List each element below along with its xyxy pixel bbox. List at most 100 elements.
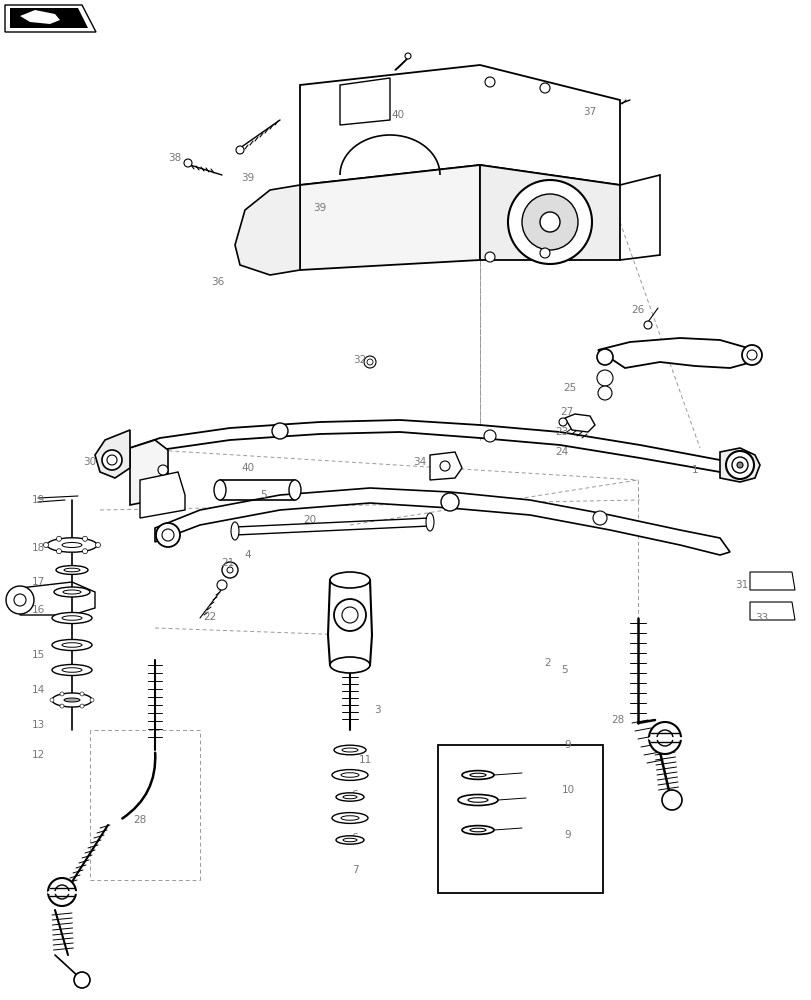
Circle shape [60,704,64,708]
Text: 15: 15 [32,650,45,660]
Ellipse shape [62,542,82,548]
Ellipse shape [64,698,80,702]
Circle shape [643,321,651,329]
Text: 16: 16 [32,605,45,615]
Ellipse shape [341,748,358,752]
Ellipse shape [52,693,92,707]
Text: 37: 37 [582,107,596,117]
Ellipse shape [230,522,238,540]
Polygon shape [430,452,461,480]
Ellipse shape [336,793,363,801]
Text: 7: 7 [351,865,358,875]
Ellipse shape [52,664,92,676]
Ellipse shape [341,816,358,820]
Ellipse shape [336,836,363,844]
Ellipse shape [461,771,493,779]
Circle shape [55,885,69,899]
Ellipse shape [289,480,301,500]
Circle shape [90,698,94,702]
Text: 32: 32 [353,355,367,365]
Circle shape [50,698,54,702]
Text: 13: 13 [32,720,45,730]
Circle shape [484,77,495,87]
Text: 23: 23 [555,427,568,437]
Text: 2: 2 [544,658,551,668]
Circle shape [725,451,753,479]
Circle shape [158,465,168,475]
Text: 38: 38 [168,153,182,163]
Text: 9: 9 [564,830,571,840]
Polygon shape [340,78,389,125]
Circle shape [440,461,449,471]
Circle shape [508,180,591,264]
Circle shape [661,790,681,810]
Ellipse shape [63,590,81,594]
Circle shape [14,594,26,606]
Circle shape [83,536,88,541]
Circle shape [539,83,549,93]
Ellipse shape [342,838,357,842]
Text: 34: 34 [413,457,426,467]
Ellipse shape [64,568,80,572]
Circle shape [6,586,34,614]
Polygon shape [299,65,620,185]
Polygon shape [139,472,185,518]
Ellipse shape [52,612,92,624]
Circle shape [597,386,611,400]
Text: 1: 1 [691,465,697,475]
Polygon shape [130,440,168,505]
Polygon shape [749,572,794,590]
Ellipse shape [467,798,487,802]
Text: 40: 40 [241,463,255,473]
Circle shape [74,972,90,988]
Polygon shape [328,580,371,665]
Text: 12: 12 [32,750,45,760]
Text: 5: 5 [260,490,267,500]
Ellipse shape [329,657,370,673]
Circle shape [341,607,358,623]
Text: 8: 8 [351,815,358,825]
Circle shape [596,370,612,386]
Ellipse shape [470,828,486,832]
Text: 40: 40 [391,110,404,120]
Circle shape [80,692,84,696]
Circle shape [221,562,238,578]
Ellipse shape [470,773,486,777]
Text: 4: 4 [244,550,251,560]
Circle shape [592,511,607,525]
Circle shape [558,418,566,426]
Ellipse shape [52,640,92,650]
Ellipse shape [332,770,367,780]
Circle shape [96,542,101,548]
Ellipse shape [62,643,82,647]
Ellipse shape [329,572,370,588]
Text: 22: 22 [203,612,217,622]
Circle shape [227,567,233,573]
Circle shape [656,730,672,746]
Text: 6: 6 [351,790,358,800]
Text: 33: 33 [754,613,768,623]
Circle shape [60,692,64,696]
Circle shape [272,423,288,439]
Text: 11: 11 [358,755,371,765]
Polygon shape [155,488,729,555]
Text: 3: 3 [373,705,380,715]
Circle shape [746,350,756,360]
Text: 19: 19 [32,495,45,505]
Ellipse shape [332,813,367,823]
Text: 10: 10 [560,785,574,795]
Circle shape [83,549,88,554]
Polygon shape [479,165,620,260]
Ellipse shape [47,538,97,552]
Ellipse shape [62,668,82,672]
Circle shape [333,599,366,631]
Circle shape [162,529,174,541]
Polygon shape [130,420,744,472]
Circle shape [236,146,243,154]
Ellipse shape [214,480,225,500]
Circle shape [44,542,49,548]
Circle shape [539,248,549,258]
Polygon shape [95,430,130,478]
Circle shape [363,356,375,368]
Circle shape [521,194,577,250]
